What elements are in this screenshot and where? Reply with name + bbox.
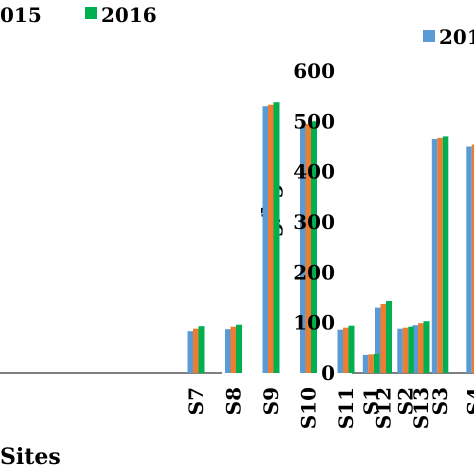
bar-left-s10-2015 <box>305 123 312 374</box>
legend-right-swatch-2014 <box>423 30 435 42</box>
bar-right-s3-2016 <box>442 136 449 373</box>
bar-left-s8-2014 <box>225 329 231 373</box>
x-tick-label-right-s4: S4 <box>463 387 474 415</box>
bar-left-s13-2016 <box>423 321 430 373</box>
x-tick-label-left-s7: S7 <box>184 387 208 415</box>
legend-left-label-2: 2016 <box>101 3 157 27</box>
bar-left-s8-2015 <box>230 326 237 373</box>
bar-left-s13-2014 <box>412 325 419 373</box>
y-tick-label-right-600: 600 <box>293 59 335 83</box>
bar-left-s12-2016 <box>386 301 392 373</box>
x-tick-label-right-s2: S2 <box>394 387 418 415</box>
bar-right-s4-2015 <box>471 144 474 373</box>
bar-left-s12-2014 <box>375 307 381 373</box>
bar-left-s9-2014 <box>262 106 269 373</box>
bar-right-s1-2016 <box>373 353 380 373</box>
bar-right-s4-2014 <box>466 146 472 373</box>
y-tick-label-right-300: 300 <box>293 210 335 234</box>
bar-left-s11-2014 <box>337 329 344 373</box>
y-tick-label-right-0: 0 <box>321 361 335 385</box>
y-tick-label-right-500: 500 <box>293 109 335 133</box>
bar-left-s12-2015 <box>380 304 387 373</box>
bar-right-s1-2015 <box>368 354 374 373</box>
bar-left-s10-2014 <box>300 126 306 374</box>
legend-left-label-1: 015 <box>0 3 42 27</box>
bar-left-s7-2016 <box>198 326 205 373</box>
x-tick-label-left-s10: S10 <box>297 387 321 429</box>
bar-left-s7-2015 <box>193 328 199 373</box>
bar-left-s8-2016 <box>236 324 242 373</box>
x-tick-label-left-s12: S12 <box>372 387 396 429</box>
bar-right-s2-2015 <box>402 327 409 373</box>
legend-left-swatch-2016 <box>85 7 97 19</box>
bar-left-s11-2015 <box>343 327 349 373</box>
y-tick-label-right-100: 100 <box>293 311 335 335</box>
bar-right-s2-2014 <box>397 328 403 373</box>
x-tick-label-left-s8: S8 <box>222 387 246 415</box>
bar-right-s3-2015 <box>437 137 443 373</box>
bar-left-s7-2014 <box>187 331 194 373</box>
bar-left-s9-2016 <box>273 102 280 373</box>
x-axis-title-left: Sites <box>0 444 61 470</box>
x-tick-label-right-s3: S3 <box>428 387 452 415</box>
x-tick-label-left-s11: S11 <box>334 387 358 429</box>
y-tick-label-right-200: 200 <box>293 260 335 284</box>
bars-layer <box>187 102 474 374</box>
y-tick-label-right-400: 400 <box>293 160 335 184</box>
x-tick-label-right-s1: S1 <box>359 387 383 415</box>
labels-layer: S7 S8 S9 S10 S11 S12 S13 S1 S2 S3 S4 0 100 200 300 400 5… <box>184 59 474 429</box>
x-tick-label-left-s13: S13 <box>409 387 433 429</box>
legend-right-label-1: 201 <box>439 25 474 49</box>
bar-left-s9-2015 <box>268 104 274 373</box>
bar-left-s11-2016 <box>348 325 355 373</box>
bar-left-s10-2016 <box>311 121 317 373</box>
bar-right-s3-2014 <box>431 139 438 373</box>
bar-right-s2-2016 <box>408 326 414 373</box>
x-tick-label-left-s9: S9 <box>259 387 283 415</box>
bar-left-s13-2015 <box>418 323 424 373</box>
bar-right-s1-2014 <box>362 354 369 373</box>
